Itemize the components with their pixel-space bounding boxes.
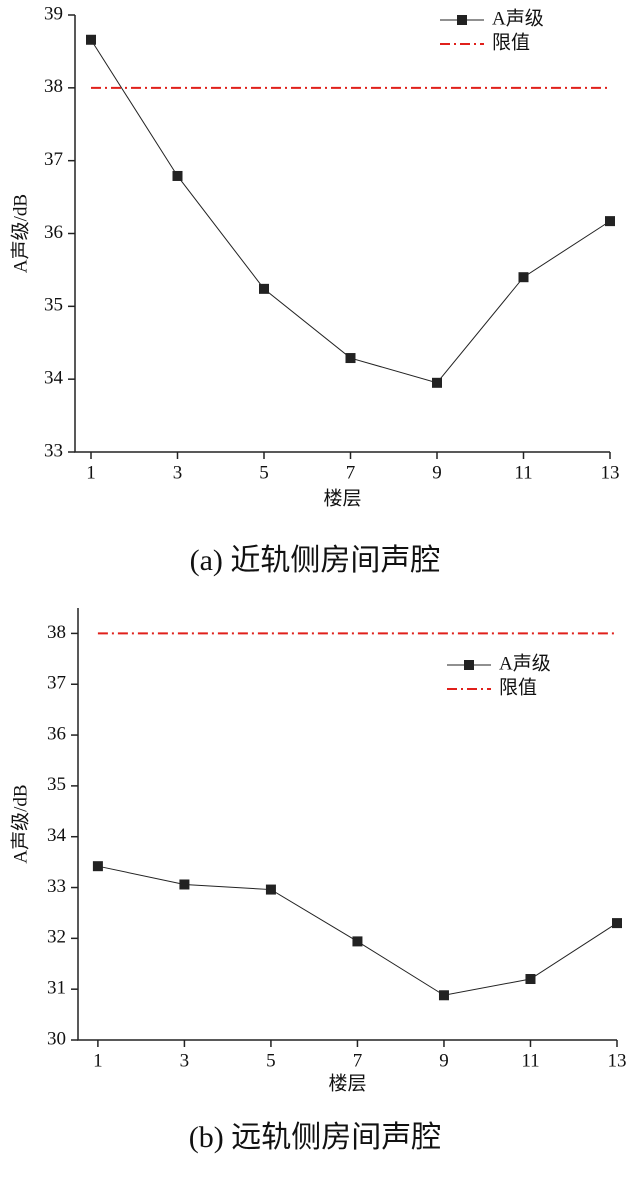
x-axis-label: 楼层 [323,487,361,509]
legend-label: 限值 [492,31,530,53]
y-tick-label: 39 [44,3,63,24]
x-tick-label: 1 [93,1050,103,1071]
y-tick-label: 30 [47,1028,66,1049]
y-tick-label: 36 [47,723,66,744]
x-tick-label: 13 [608,1050,627,1071]
legend-marker [464,660,474,670]
axes [74,15,610,453]
y-tick-label: 34 [44,368,64,389]
x-tick-label: 9 [432,462,442,483]
legend-label: 限值 [499,676,537,698]
marker [179,879,190,890]
marker [432,377,443,388]
y-tick-label: 32 [47,927,66,948]
marker [438,990,449,1001]
marker [265,884,276,895]
y-tick-label: 35 [44,295,63,316]
y-tick-label: 33 [47,876,66,897]
y-tick-label: 36 [44,222,63,243]
series-line [90,39,611,384]
x-tick-label: 3 [180,1050,190,1071]
x-tick-label: 5 [259,462,269,483]
y-tick-label: 37 [47,673,66,694]
marker [525,974,536,985]
marker [92,861,103,872]
legend-marker [457,15,467,25]
x-tick-label: 11 [521,1050,539,1071]
x-tick-label: 3 [173,462,183,483]
x-tick-label: 11 [514,462,532,483]
marker [259,283,270,294]
x-tick-label: 7 [346,462,356,483]
marker [605,216,615,227]
y-tick-label: 31 [47,978,66,999]
x-tick-label: 1 [86,462,96,483]
caption: (b) 远轨侧房间声腔 [189,1121,441,1154]
legend-label: A声级 [499,652,551,674]
y-tick-label: 37 [44,149,63,170]
y-axis-label: A声级/dB [9,784,31,863]
y-tick-label: 38 [47,622,66,643]
x-tick-label: 13 [601,462,620,483]
y-tick-label: 34 [47,825,67,846]
x-tick-label: 9 [439,1050,449,1071]
y-tick-label: 33 [44,440,63,461]
marker [345,353,356,364]
x-tick-label: 5 [266,1050,276,1071]
marker [518,272,529,283]
caption: (a) 近轨侧房间声腔 [190,544,441,577]
y-axis-label: A声级/dB [9,194,31,273]
y-tick-label: 35 [47,774,66,795]
x-tick-label: 7 [353,1050,363,1071]
marker [86,34,97,45]
marker [352,936,363,947]
x-axis-label: 楼层 [328,1072,366,1094]
legend-label: A声级 [492,7,544,29]
axes [77,608,617,1041]
marker [612,918,622,929]
series-line [97,865,618,996]
y-tick-label: 38 [44,76,63,97]
marker [172,170,183,181]
